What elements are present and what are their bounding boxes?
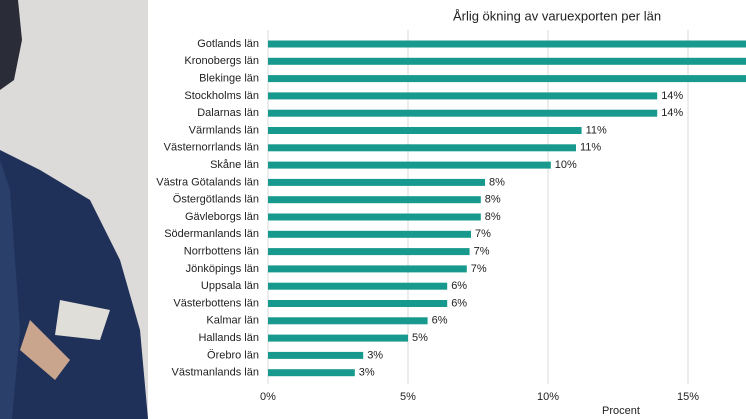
x-tick-label: 0%: [260, 391, 276, 403]
bar: [268, 248, 470, 256]
bar: [268, 334, 408, 342]
bar: [268, 230, 471, 238]
value-label: 8%: [485, 194, 501, 206]
value-label: 14%: [661, 90, 683, 102]
value-label: 3%: [367, 349, 383, 361]
x-tick-label: 15%: [677, 391, 699, 403]
bar: [268, 40, 746, 48]
y-tick-label: Kalmar län: [206, 315, 259, 327]
bar: [268, 300, 448, 307]
bar: [268, 178, 485, 186]
bar: [268, 213, 481, 221]
y-tick-label: Gotlands län: [197, 38, 259, 50]
value-label: 10%: [555, 159, 577, 171]
x-tick-label: 10%: [537, 391, 559, 403]
bar: [268, 317, 428, 325]
y-tick-label: Västmanlands län: [172, 367, 259, 379]
y-tick-label: Västra Götalands län: [156, 176, 259, 188]
y-tick-label: Värmlands län: [189, 124, 259, 136]
value-label: 6%: [451, 280, 467, 292]
x-axis-label: Procent: [602, 405, 640, 417]
chart-title: Årlig ökning av varuexporten per län: [453, 8, 661, 23]
bar: [268, 92, 658, 100]
y-tick-label: Norrbottens län: [184, 246, 259, 258]
value-label: 8%: [485, 211, 501, 223]
y-tick-label: Dalarnas län: [197, 107, 259, 119]
bar: [268, 109, 658, 117]
value-label: 7%: [474, 246, 490, 258]
y-tick-label: Stockholms län: [184, 90, 259, 102]
value-label: 11%: [586, 124, 607, 136]
y-tick-label: Södermanlands län: [164, 228, 259, 240]
bar: [268, 351, 364, 359]
y-tick-label: Västernorrlands län: [164, 142, 259, 154]
y-tick-label: Västerbottens län: [173, 297, 259, 309]
y-tick-label: Hallands län: [198, 332, 259, 344]
bar: [268, 265, 467, 273]
value-label: 6%: [432, 315, 448, 327]
value-label: 6%: [451, 297, 467, 309]
bar: [268, 282, 448, 290]
bar: [268, 127, 582, 134]
x-tick-label: 5%: [400, 391, 416, 403]
value-label: 5%: [412, 332, 428, 344]
y-tick-label: Uppsala län: [201, 280, 259, 292]
value-label: 14%: [661, 107, 683, 119]
bar: [268, 144, 576, 152]
y-tick-label: Östergötlands län: [173, 194, 259, 206]
bar: [268, 196, 481, 204]
value-label: 8%: [489, 176, 505, 188]
y-tick-label: Skåne län: [210, 159, 259, 171]
y-tick-label: Örebro län: [207, 349, 259, 361]
y-tick-label: Jönköpings län: [186, 263, 259, 275]
y-tick-label: Gävleborgs län: [185, 211, 259, 223]
y-tick-label: Blekinge län: [199, 73, 259, 85]
value-label: 7%: [475, 228, 491, 240]
bar: [268, 369, 355, 377]
y-tick-label: Kronobergs län: [184, 55, 259, 67]
bar: [268, 57, 746, 65]
value-label: 11%: [580, 142, 601, 154]
value-label: 7%: [471, 263, 487, 275]
bar: [268, 75, 746, 83]
value-label: 3%: [359, 367, 375, 379]
photo: [0, 0, 148, 419]
bar: [268, 161, 551, 169]
